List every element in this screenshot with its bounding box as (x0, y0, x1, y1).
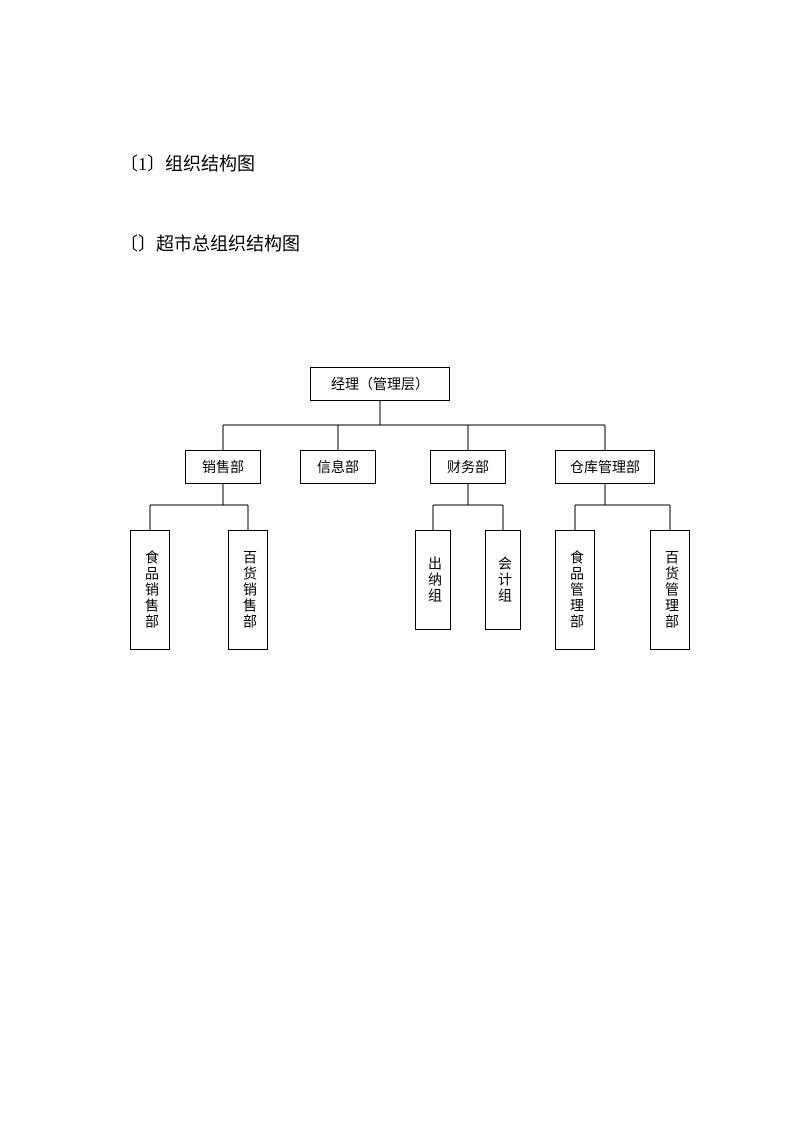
org-node-label: 百货管理部 (660, 550, 680, 630)
org-node-sales: 销售部 (185, 450, 261, 484)
org-node-label: 食品管理部 (565, 550, 585, 630)
org-node-root: 经理（管理层） (310, 367, 450, 401)
org-node-label: 经理（管理层） (331, 374, 429, 394)
org-node-acct: 会计组 (485, 530, 521, 630)
org-node-foodM: 食品管理部 (555, 530, 595, 650)
org-node-label: 百货销售部 (238, 550, 258, 630)
org-node-fin: 财务部 (430, 450, 506, 484)
org-node-foodS: 食品销售部 (130, 530, 170, 650)
org-node-label: 销售部 (202, 457, 244, 477)
org-node-label: 信息部 (317, 457, 359, 477)
org-node-label: 会计组 (493, 556, 513, 604)
org-node-cash: 出纳组 (415, 530, 451, 630)
org-node-label: 食品销售部 (140, 550, 160, 630)
org-node-ware: 仓库管理部 (555, 450, 655, 484)
section-heading-1: 〔1〕组织结构图 (120, 150, 255, 176)
org-node-genM: 百货管理部 (650, 530, 690, 650)
section-heading-2: 〔〕超市总组织结构图 (120, 230, 300, 256)
org-node-label: 财务部 (447, 457, 489, 477)
org-node-label: 出纳组 (423, 556, 443, 604)
org-node-genS: 百货销售部 (228, 530, 268, 650)
org-node-info: 信息部 (300, 450, 376, 484)
org-node-label: 仓库管理部 (570, 457, 640, 477)
